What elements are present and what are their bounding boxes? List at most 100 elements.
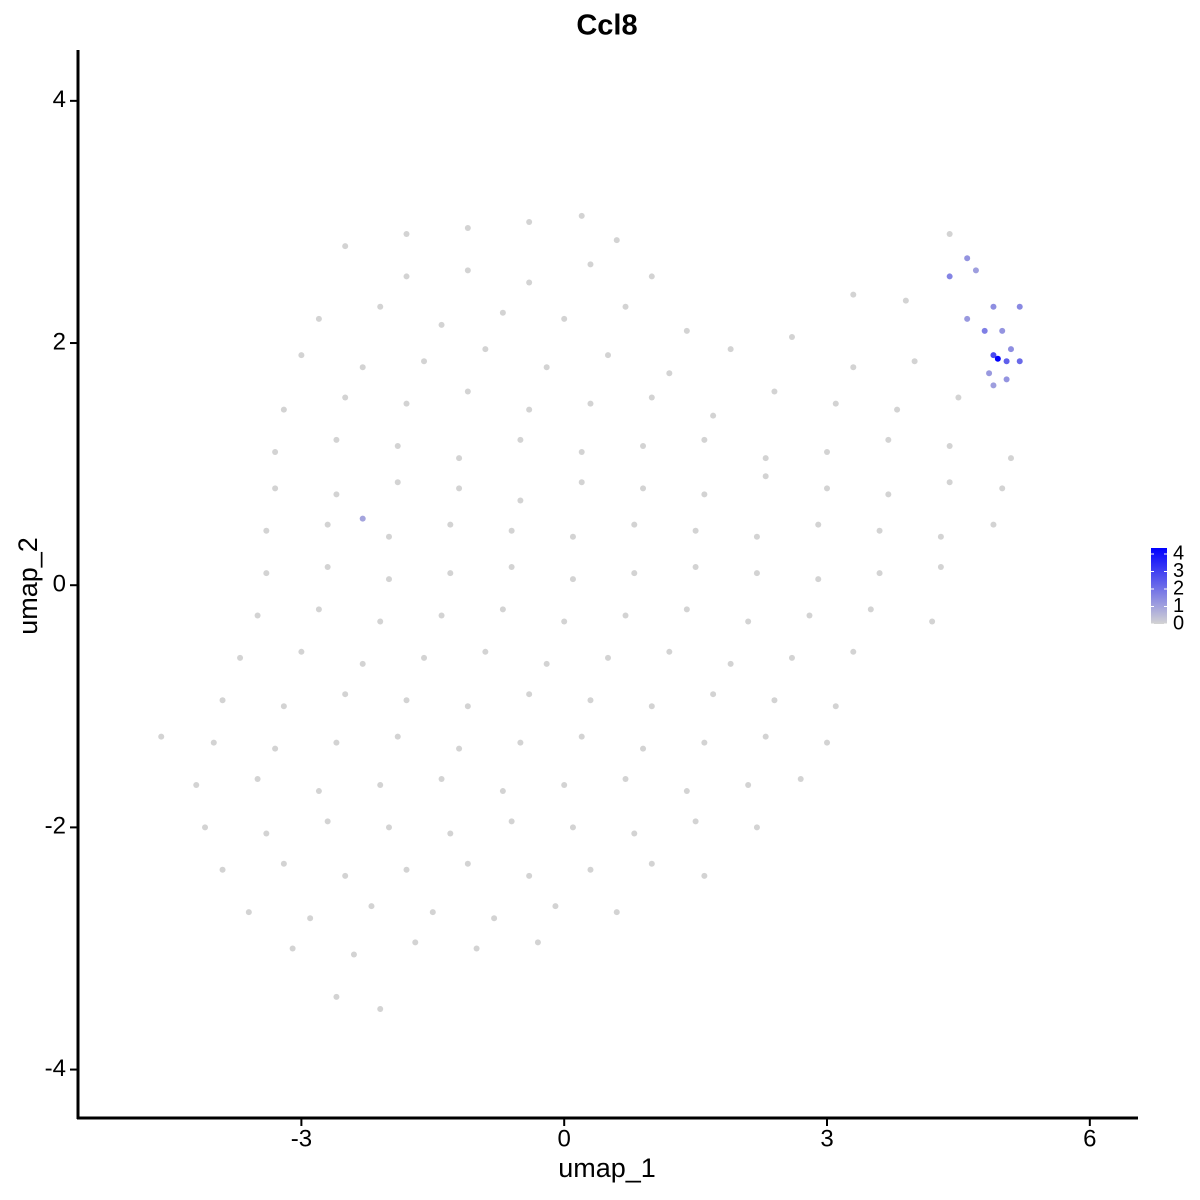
- point: [394, 733, 401, 740]
- y-tick-label: 0: [53, 571, 66, 598]
- point: [499, 788, 506, 795]
- point: [964, 255, 971, 262]
- point: [526, 406, 533, 413]
- point: [613, 237, 620, 244]
- x-tick-label: 3: [820, 1125, 833, 1152]
- point: [648, 273, 655, 280]
- point: [526, 218, 533, 225]
- point: [832, 400, 839, 407]
- point: [569, 824, 576, 831]
- point: [894, 406, 901, 413]
- point: [701, 491, 708, 498]
- point: [666, 648, 673, 655]
- point: [342, 243, 349, 250]
- point: [824, 449, 831, 456]
- point: [986, 370, 993, 377]
- point: [745, 782, 752, 789]
- point: [745, 618, 752, 625]
- point: [946, 479, 953, 486]
- point: [280, 703, 287, 710]
- point: [403, 866, 410, 873]
- point: [421, 358, 428, 365]
- point: [280, 406, 287, 413]
- point: [526, 872, 533, 879]
- point: [666, 370, 673, 377]
- point: [324, 564, 331, 571]
- point: [263, 527, 270, 534]
- point: [412, 939, 419, 946]
- point: [482, 648, 489, 655]
- point: [578, 479, 585, 486]
- point: [543, 364, 550, 371]
- point: [753, 533, 760, 540]
- point: [587, 697, 594, 704]
- point: [333, 491, 340, 498]
- point: [315, 788, 322, 795]
- point: [876, 570, 883, 577]
- point: [937, 533, 944, 540]
- point: [219, 866, 226, 873]
- point: [1003, 358, 1010, 365]
- point: [403, 400, 410, 407]
- point: [499, 606, 506, 613]
- point: [263, 570, 270, 577]
- y-tick-label: -2: [45, 813, 66, 840]
- x-axis-label: umap_1: [558, 1153, 656, 1183]
- point: [902, 297, 909, 304]
- point: [456, 455, 463, 462]
- point: [727, 660, 734, 667]
- point: [526, 691, 533, 698]
- point: [219, 697, 226, 704]
- point: [263, 830, 270, 837]
- point: [701, 739, 708, 746]
- point: [385, 533, 392, 540]
- point: [245, 909, 252, 916]
- point: [815, 521, 822, 528]
- point: [710, 691, 717, 698]
- point: [990, 303, 997, 310]
- point: [622, 303, 629, 310]
- point: [824, 485, 831, 492]
- point: [806, 612, 813, 619]
- point: [631, 521, 638, 528]
- point: [569, 533, 576, 540]
- point: [333, 436, 340, 443]
- point: [999, 485, 1006, 492]
- point: [727, 346, 734, 353]
- point: [587, 866, 594, 873]
- point: [491, 915, 498, 922]
- point: [298, 648, 305, 655]
- point: [955, 394, 962, 401]
- point: [762, 733, 769, 740]
- point: [438, 775, 445, 782]
- point: [403, 231, 410, 238]
- point: [377, 303, 384, 310]
- point: [342, 394, 349, 401]
- x-tick-label: 6: [1083, 1125, 1096, 1152]
- point: [534, 939, 541, 946]
- point: [605, 352, 611, 359]
- point: [517, 497, 524, 504]
- point: [683, 788, 690, 795]
- point: [771, 697, 778, 704]
- point: [526, 279, 533, 286]
- point: [464, 225, 471, 231]
- point: [561, 782, 568, 789]
- y-tick-label: -4: [45, 1055, 66, 1082]
- point: [272, 745, 279, 752]
- point: [762, 473, 769, 480]
- point: [464, 388, 471, 395]
- point: [876, 527, 883, 534]
- point: [622, 612, 629, 619]
- point: [771, 388, 778, 395]
- point: [824, 739, 831, 746]
- point: [359, 660, 366, 667]
- point: [683, 327, 690, 334]
- point: [517, 436, 524, 443]
- point: [464, 860, 471, 867]
- point: [193, 782, 200, 789]
- point: [298, 352, 305, 359]
- point: [683, 606, 690, 613]
- point: [254, 612, 261, 619]
- point: [315, 606, 322, 613]
